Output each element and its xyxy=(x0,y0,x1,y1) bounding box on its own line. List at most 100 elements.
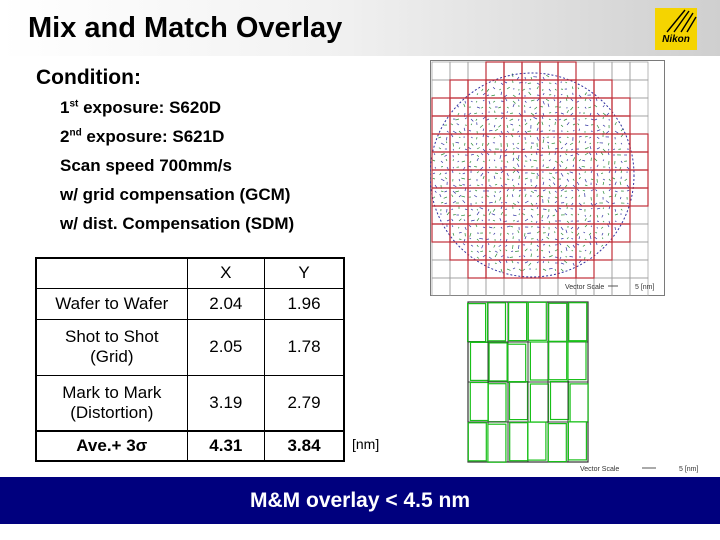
distortion-cell xyxy=(549,380,570,421)
vector-arrow xyxy=(577,188,580,192)
vector-arrow xyxy=(469,232,472,237)
vector-arrow xyxy=(505,201,508,204)
vector-arrow xyxy=(518,118,520,121)
vector-arrow xyxy=(602,178,606,181)
vector-arrow xyxy=(608,166,611,169)
vector-arrow xyxy=(589,99,592,102)
vector-arrow xyxy=(464,142,466,146)
vector-arrow xyxy=(551,142,556,145)
vector-arrow xyxy=(458,136,461,139)
vector-arrow xyxy=(500,100,504,102)
vector-arrow xyxy=(582,159,586,162)
vector-arrow xyxy=(491,213,496,216)
vector-arrow xyxy=(584,224,588,228)
vector-arrow xyxy=(552,176,556,180)
vector-arrow xyxy=(559,164,562,168)
wafer-vectors xyxy=(432,73,630,273)
wafer-overlay-map: Vector Scale 5 [nm] xyxy=(430,60,665,296)
vector-arrow xyxy=(499,154,502,159)
vector-arrow xyxy=(529,159,532,162)
vector-arrow xyxy=(494,183,498,186)
vector-arrow xyxy=(559,140,562,144)
vector-arrow xyxy=(547,103,550,108)
vector-arrow xyxy=(548,124,551,127)
vector-arrow xyxy=(476,208,479,211)
vector-arrow xyxy=(548,129,551,132)
vector-arrow xyxy=(509,256,514,258)
vector-arrow xyxy=(474,195,478,198)
vector-arrow xyxy=(500,82,504,85)
vector-arrow xyxy=(589,112,592,116)
vector-arrow xyxy=(481,201,484,204)
vector-arrow xyxy=(522,268,526,271)
vector-arrow xyxy=(547,145,550,150)
distortion-cell xyxy=(527,301,547,341)
vector-arrow xyxy=(584,117,587,120)
vector-arrow xyxy=(576,243,580,246)
vector-arrow xyxy=(536,238,539,241)
vector-arrow xyxy=(542,139,545,144)
vector-arrow xyxy=(572,157,576,162)
vector-arrow xyxy=(480,250,484,253)
vector-arrow xyxy=(582,244,586,247)
vector-arrow xyxy=(529,118,532,121)
vector-arrow xyxy=(560,147,563,150)
vector-arrow xyxy=(499,190,502,193)
vector-arrow xyxy=(452,200,456,204)
vector-arrow xyxy=(487,171,490,174)
vector-arrow xyxy=(534,112,538,114)
vector-arrow xyxy=(608,183,611,186)
vector-arrow xyxy=(536,148,540,151)
vector-arrow xyxy=(566,202,568,206)
logo-text: Nikon xyxy=(662,34,690,45)
table-row-average: Ave.+ 3σ 4.31 3.84 xyxy=(35,430,345,462)
vector-arrow xyxy=(560,262,565,265)
vector-arrow xyxy=(452,190,456,194)
vector-arrow xyxy=(488,211,492,216)
vector-arrow xyxy=(451,208,454,210)
vector-arrow xyxy=(462,243,466,246)
vector-arrow xyxy=(620,142,623,145)
vector-arrow xyxy=(565,229,568,234)
vector-arrow xyxy=(461,214,466,217)
vector-arrow xyxy=(571,249,574,252)
vector-arrow xyxy=(516,163,520,168)
vector-arrow xyxy=(470,219,475,222)
vector-arrow xyxy=(560,238,564,240)
vector-arrow xyxy=(506,106,509,109)
vector-arrow xyxy=(506,232,510,235)
vector-arrow xyxy=(524,100,527,103)
vector-arrow xyxy=(554,200,558,204)
vector-arrow xyxy=(601,172,604,174)
vector-arrow xyxy=(536,172,539,177)
vector-arrow xyxy=(607,213,610,216)
vector-arrow xyxy=(541,238,544,241)
vector-arrow xyxy=(475,189,478,192)
vector-arrow xyxy=(506,142,508,147)
vector-arrow xyxy=(560,112,565,115)
vector-arrow xyxy=(463,219,466,222)
vector-arrow xyxy=(494,172,498,174)
vector-arrow xyxy=(566,172,570,175)
condition-line-1st-exposure: 1st exposure: S620D xyxy=(60,98,222,117)
vector-arrow xyxy=(536,98,540,102)
vector-arrow xyxy=(570,106,574,111)
vector-arrow xyxy=(524,232,526,237)
vector-arrow xyxy=(518,208,521,211)
vector-arrow xyxy=(494,262,497,265)
vector-arrow xyxy=(594,202,598,206)
vector-arrow xyxy=(548,88,551,92)
vector-arrow xyxy=(469,237,472,240)
vector-arrow xyxy=(481,219,484,222)
vector-arrow xyxy=(612,148,616,150)
vector-arrow xyxy=(548,250,551,254)
vector-arrow xyxy=(560,172,564,177)
vector-arrow xyxy=(536,230,540,234)
vector-arrow xyxy=(590,225,593,228)
vector-arrow xyxy=(452,159,454,162)
vector-arrow xyxy=(548,184,551,187)
vector-arrow xyxy=(476,157,479,162)
row-x-value: 3.19 xyxy=(186,374,266,432)
vector-arrow xyxy=(499,249,502,252)
vector-arrow xyxy=(499,218,502,222)
